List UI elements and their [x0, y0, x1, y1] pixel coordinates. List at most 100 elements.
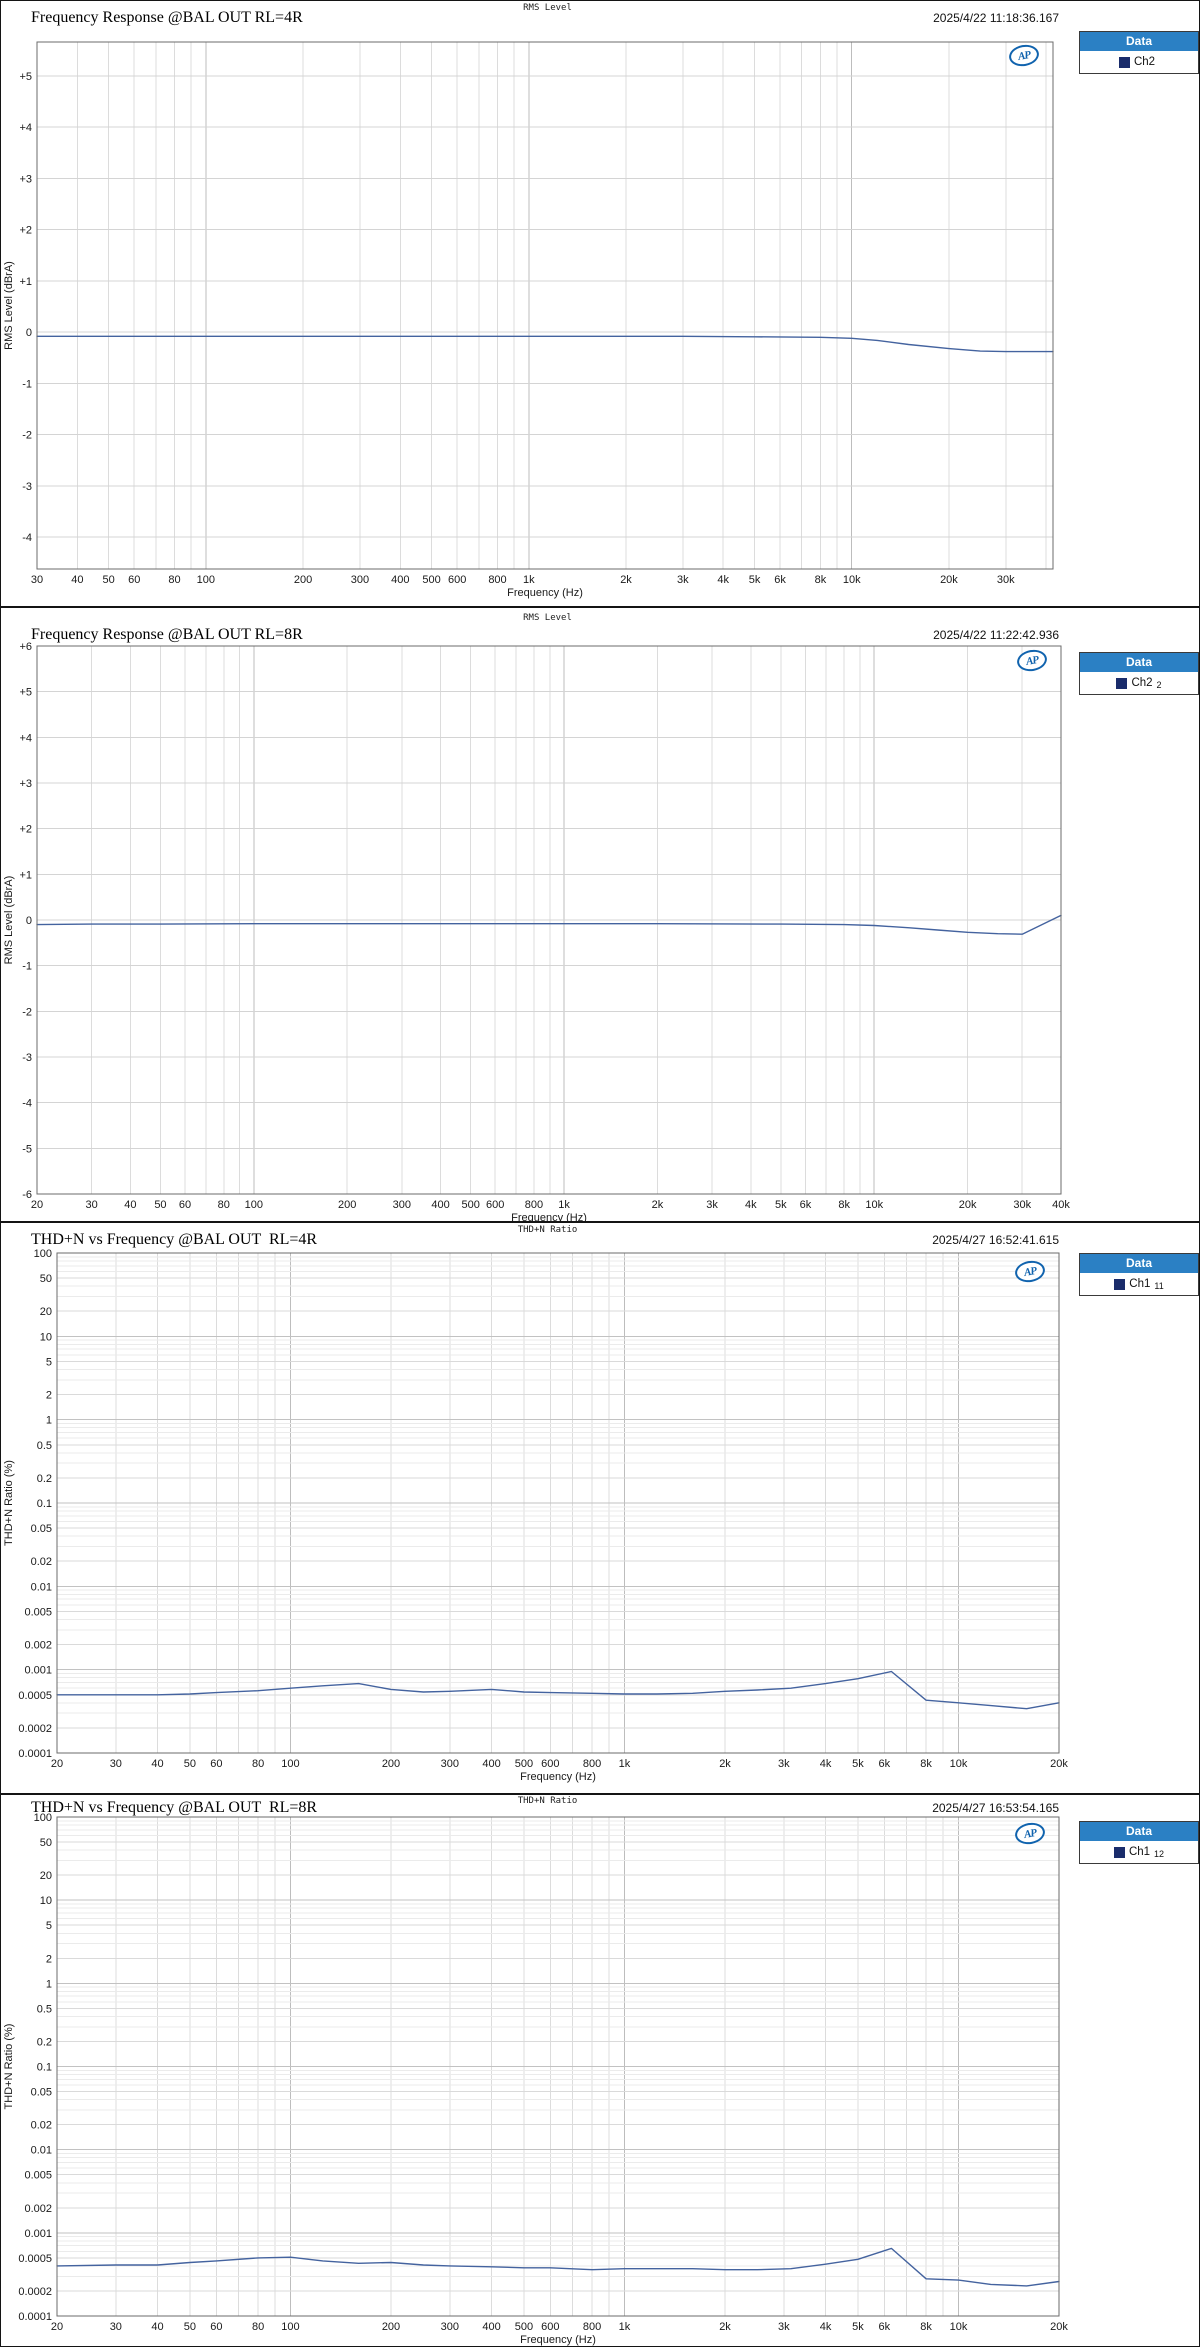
svg-text:6k: 6k: [800, 1199, 812, 1211]
svg-text:300: 300: [351, 574, 369, 586]
series-swatch-icon: [1118, 56, 1130, 68]
legend: Data Ch1 11: [1079, 1253, 1199, 1296]
svg-text:Frequency (Hz): Frequency (Hz): [507, 587, 583, 599]
legend-index: 11: [1154, 1281, 1164, 1291]
svg-text:200: 200: [294, 574, 312, 586]
ap-logo-text: AP: [1023, 1264, 1037, 1279]
window-title: RMS Level: [523, 613, 572, 623]
chart-timestamp: 2025/4/22 11:18:36.167: [933, 11, 1059, 25]
svg-text:RMS Level (dBrA): RMS Level (dBrA): [3, 876, 15, 965]
svg-text:500: 500: [515, 2321, 533, 2333]
ap-logo-text: AP: [1023, 1826, 1037, 1841]
svg-text:600: 600: [486, 1199, 504, 1211]
svg-text:2: 2: [46, 1390, 52, 1402]
svg-text:200: 200: [382, 2321, 400, 2333]
svg-text:0: 0: [26, 327, 32, 339]
svg-text:8k: 8k: [920, 1758, 932, 1770]
svg-text:200: 200: [338, 1199, 356, 1211]
plot-area: 30 40 50 60 80 100 200 300 400 500 600 800 1k 2k 3k 4k 5…: [3, 41, 1054, 599]
svg-text:50: 50: [184, 1758, 196, 1770]
svg-text:50: 50: [184, 2321, 196, 2333]
svg-text:6k: 6k: [774, 574, 786, 586]
svg-text:-4: -4: [22, 532, 32, 544]
svg-text:40: 40: [151, 1758, 163, 1770]
svg-text:100: 100: [34, 1248, 52, 1260]
svg-text:400: 400: [482, 2321, 500, 2333]
legend: Data Ch2: [1079, 31, 1199, 74]
svg-text:3k: 3k: [677, 574, 689, 586]
legend-header: Data: [1080, 653, 1198, 672]
legend-entry: Ch1 12: [1080, 1841, 1198, 1863]
svg-text:-3: -3: [22, 1052, 32, 1064]
svg-text:300: 300: [393, 1199, 411, 1211]
svg-text:4k: 4k: [717, 574, 729, 586]
svg-text:+3: +3: [19, 778, 32, 790]
chart-panel-thdn-8r: THD+N Ratio THD+N vs Frequency @BAL OUT …: [0, 1794, 1200, 2347]
svg-text:-1: -1: [22, 378, 32, 390]
svg-text:400: 400: [391, 574, 409, 586]
svg-text:40: 40: [71, 574, 83, 586]
svg-text:+5: +5: [19, 71, 32, 83]
svg-text:800: 800: [525, 1199, 543, 1211]
svg-text:20: 20: [51, 2321, 63, 2333]
legend-entry: Ch2 2: [1080, 672, 1198, 694]
svg-text:400: 400: [482, 1758, 500, 1770]
svg-text:10k: 10k: [843, 574, 861, 586]
svg-text:10k: 10k: [950, 1758, 968, 1770]
svg-text:50: 50: [40, 1837, 52, 1849]
svg-text:-2: -2: [22, 1006, 32, 1018]
svg-text:800: 800: [488, 574, 506, 586]
svg-text:1k: 1k: [619, 1758, 631, 1770]
svg-text:0.05: 0.05: [31, 1523, 52, 1535]
svg-text:20: 20: [51, 1758, 63, 1770]
svg-text:40k: 40k: [1052, 1199, 1070, 1211]
svg-text:0.1: 0.1: [37, 1498, 52, 1510]
legend-label: Ch2: [1131, 677, 1153, 689]
window-title: THD+N Ratio: [517, 1225, 578, 1235]
svg-text:60: 60: [128, 574, 140, 586]
svg-text:0.0002: 0.0002: [18, 2286, 52, 2298]
svg-text:-3: -3: [22, 481, 32, 493]
svg-text:500: 500: [461, 1199, 479, 1211]
svg-text:+1: +1: [19, 869, 32, 881]
legend-label: Ch2: [1133, 56, 1156, 68]
svg-text:20k: 20k: [1050, 1758, 1068, 1770]
svg-text:0.0002: 0.0002: [18, 1723, 52, 1735]
chart-title: Frequency Response @BAL OUT RL=8R: [31, 626, 303, 643]
svg-text:10: 10: [40, 1895, 52, 1907]
svg-text:0.005: 0.005: [24, 1606, 52, 1618]
chart-panel-fr-8r: RMS Level Frequency Response @BAL OUT RL…: [0, 607, 1200, 1222]
svg-text:600: 600: [541, 2321, 559, 2333]
svg-text:0.001: 0.001: [24, 2228, 52, 2240]
svg-text:0.02: 0.02: [31, 2120, 52, 2132]
svg-text:-5: -5: [22, 1143, 32, 1155]
legend: Data Ch1 12: [1079, 1821, 1199, 1864]
svg-text:0.5: 0.5: [37, 2003, 52, 2015]
chart-timestamp: 2025/4/22 11:22:42.936: [933, 628, 1059, 642]
svg-text:RMS Level (dBrA): RMS Level (dBrA): [3, 261, 15, 350]
legend: Data Ch2 2: [1079, 652, 1199, 695]
svg-text:3k: 3k: [778, 2321, 790, 2333]
svg-text:100: 100: [281, 1758, 299, 1770]
svg-text:5k: 5k: [852, 1758, 864, 1770]
svg-text:400: 400: [431, 1199, 449, 1211]
svg-text:0.002: 0.002: [24, 2203, 52, 2215]
chart-title: THD+N vs Frequency @BAL OUT RL=8R: [31, 1799, 318, 1816]
svg-text:+1: +1: [19, 276, 32, 288]
svg-text:100: 100: [245, 1199, 263, 1211]
svg-text:5k: 5k: [775, 1199, 787, 1211]
svg-text:5: 5: [46, 1356, 52, 1368]
svg-text:Frequency (Hz): Frequency (Hz): [511, 1212, 587, 1221]
svg-text:20k: 20k: [959, 1199, 977, 1211]
ap-logo-text: AP: [1025, 653, 1039, 668]
svg-text:80: 80: [252, 2321, 264, 2333]
svg-text:5: 5: [46, 1920, 52, 1932]
svg-text:4k: 4k: [820, 2321, 832, 2333]
svg-text:10k: 10k: [865, 1199, 883, 1211]
svg-text:300: 300: [441, 1758, 459, 1770]
svg-text:800: 800: [583, 1758, 601, 1770]
svg-text:+4: +4: [19, 732, 32, 744]
legend-entry: Ch1 11: [1080, 1273, 1198, 1295]
svg-text:40: 40: [124, 1199, 136, 1211]
svg-text:40: 40: [151, 2321, 163, 2333]
